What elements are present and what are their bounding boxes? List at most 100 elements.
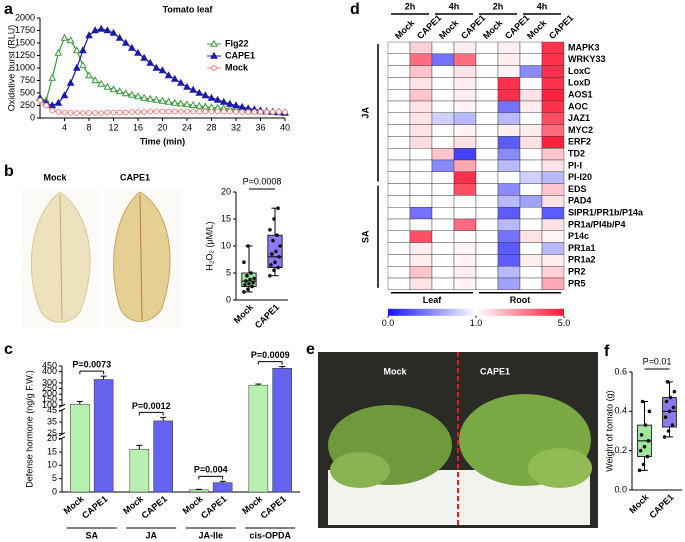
bar bbox=[272, 368, 292, 493]
heatmap-cell bbox=[497, 266, 521, 279]
heatmap-cell bbox=[453, 136, 477, 149]
marker bbox=[72, 63, 81, 71]
bar-label: CAPE1 bbox=[140, 494, 169, 521]
heatmap-cell bbox=[519, 147, 543, 161]
heatmap-cell bbox=[409, 77, 433, 90]
heatmap-cell bbox=[387, 147, 411, 161]
point bbox=[248, 277, 252, 282]
heatmap-cell bbox=[453, 242, 477, 255]
marker bbox=[128, 109, 135, 115]
heatmap-cell bbox=[387, 136, 411, 149]
heatmap-cell bbox=[409, 242, 433, 255]
heatmap-cell bbox=[519, 53, 543, 66]
marker bbox=[190, 108, 197, 115]
point bbox=[668, 395, 673, 400]
marker bbox=[140, 53, 148, 61]
y-tick-label: 200 bbox=[42, 389, 57, 399]
point bbox=[670, 423, 675, 427]
y-tick-label: 0 bbox=[52, 486, 57, 496]
heatmap-cell bbox=[475, 171, 499, 184]
timepoint-label: 4h bbox=[537, 1, 548, 11]
heatmap-cell bbox=[497, 136, 521, 149]
point bbox=[270, 252, 274, 256]
point bbox=[242, 290, 246, 294]
marker bbox=[269, 109, 276, 115]
heatmap-cell bbox=[475, 242, 499, 255]
annotation: P=0.01 bbox=[643, 356, 672, 366]
heatmap-cell bbox=[409, 266, 433, 279]
tissue-label: Leaf bbox=[423, 295, 443, 305]
gene-label: AOC bbox=[568, 101, 589, 111]
heatmap-cell bbox=[497, 206, 521, 220]
heatmap-cell bbox=[497, 230, 521, 243]
annotation: P=0.0008 bbox=[243, 176, 282, 186]
heatmap-cell bbox=[453, 77, 477, 90]
heatmap-cell bbox=[497, 183, 521, 196]
marker bbox=[220, 108, 227, 115]
heatmap-cell bbox=[409, 124, 433, 137]
heatmap-cell bbox=[519, 65, 543, 78]
heatmap-cell bbox=[497, 124, 521, 137]
heatmap-cell bbox=[475, 147, 499, 161]
y-tick-label: 20 bbox=[221, 186, 231, 196]
vein bbox=[139, 194, 143, 321]
x-axis-label: Time (min) bbox=[140, 136, 185, 146]
marker bbox=[195, 88, 204, 96]
y-tick-label: 1250 bbox=[15, 50, 35, 60]
heatmap-cell bbox=[475, 266, 499, 279]
marker bbox=[183, 100, 191, 108]
marker bbox=[177, 108, 184, 115]
marker bbox=[164, 71, 173, 79]
heatmap-cell bbox=[387, 88, 411, 102]
marker bbox=[79, 46, 87, 54]
point bbox=[647, 409, 652, 414]
heatmap-cell bbox=[453, 195, 477, 208]
heatmap-cell bbox=[541, 112, 565, 125]
marker bbox=[103, 26, 112, 34]
heatmap-cell bbox=[431, 112, 455, 125]
gene-label: P14c bbox=[568, 231, 589, 241]
point bbox=[274, 249, 278, 254]
point bbox=[243, 283, 247, 287]
y-tick-label: 1750 bbox=[15, 25, 35, 35]
photo-label: Mock bbox=[383, 366, 407, 376]
heatmap-cell bbox=[541, 147, 565, 161]
x-tick-label: 20 bbox=[157, 122, 167, 132]
heatmap-cell bbox=[519, 100, 543, 114]
x-tick-label: cis-OPDA bbox=[249, 530, 291, 540]
heatmap-cell bbox=[541, 136, 565, 149]
y-tick-label: 150 bbox=[42, 394, 57, 404]
heatmap-cell bbox=[519, 242, 543, 255]
marker bbox=[245, 109, 252, 115]
marker bbox=[226, 99, 234, 107]
heatmap-cell bbox=[519, 277, 543, 291]
marker bbox=[195, 101, 204, 109]
marker bbox=[37, 97, 43, 104]
heatmap-cell bbox=[387, 53, 411, 66]
y-axis-label: Weight of tomato (g) bbox=[604, 390, 614, 471]
marker bbox=[219, 97, 228, 105]
marker bbox=[257, 109, 264, 115]
heatmap-cell bbox=[497, 77, 521, 90]
heatmap-cell bbox=[387, 41, 411, 55]
marker bbox=[97, 79, 106, 87]
point bbox=[273, 260, 277, 265]
heatmap-cell bbox=[519, 206, 543, 220]
heatmap-cell bbox=[475, 65, 499, 78]
marker bbox=[263, 109, 270, 115]
annotation: P=0.0009 bbox=[251, 350, 290, 360]
heatmap-cell bbox=[519, 266, 543, 279]
heatmap-cell bbox=[453, 147, 477, 161]
gene-label: PR5 bbox=[568, 278, 586, 288]
marker bbox=[134, 92, 142, 100]
heatmap-cell bbox=[409, 65, 433, 78]
marker bbox=[196, 108, 203, 115]
panel-letter: f bbox=[604, 343, 610, 360]
heatmap-cell bbox=[475, 277, 499, 291]
marker bbox=[72, 46, 81, 54]
heatmap-cell bbox=[431, 77, 455, 90]
marker bbox=[177, 99, 185, 107]
annotation: P=0.0073 bbox=[72, 360, 111, 370]
marker bbox=[184, 108, 190, 115]
panel-letter: c bbox=[4, 341, 13, 358]
